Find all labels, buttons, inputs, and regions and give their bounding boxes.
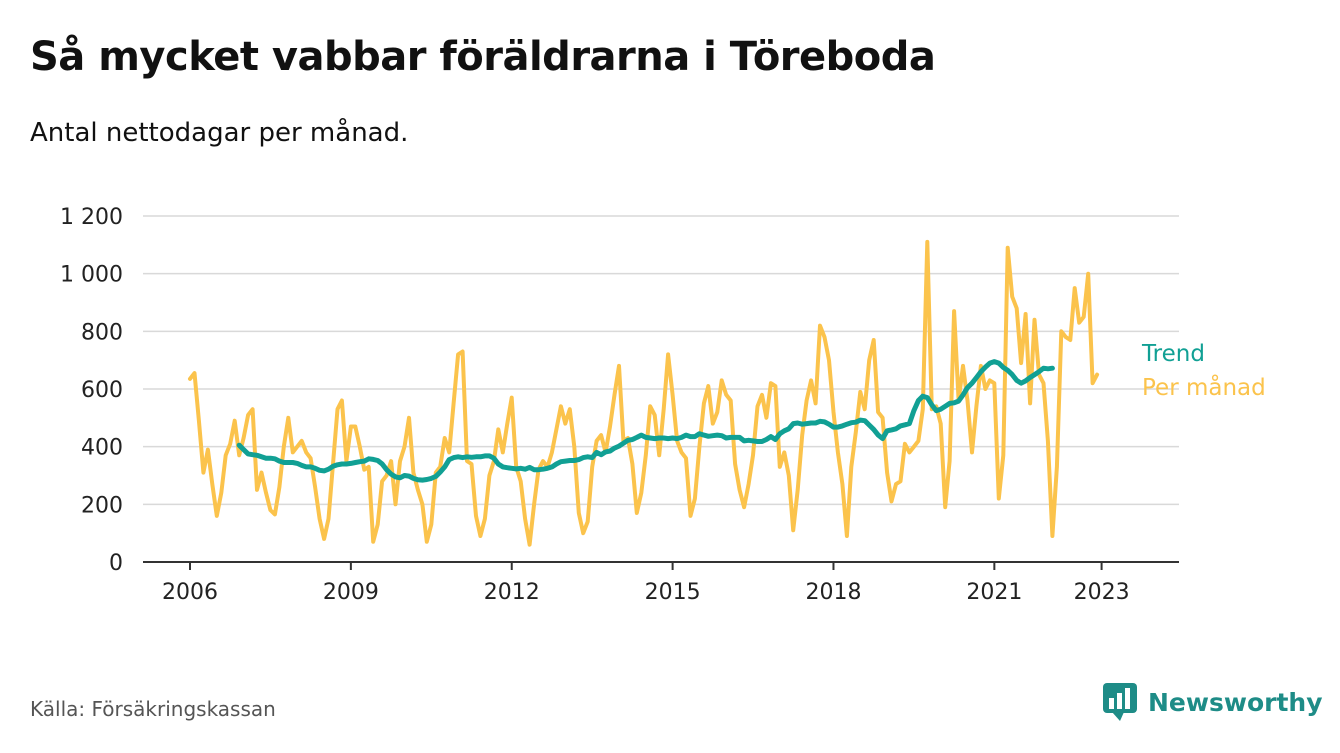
y-tick-label: 200 xyxy=(81,493,123,518)
x-tick-label: 2006 xyxy=(162,580,218,605)
legend-label-per-manad: Per månad xyxy=(1142,373,1266,401)
y-tick-label: 1 000 xyxy=(60,263,123,288)
x-tick-label: 2015 xyxy=(645,580,701,605)
x-tick-label: 2018 xyxy=(805,580,861,605)
y-tick-label: 800 xyxy=(81,320,123,345)
x-tick-label: 2023 xyxy=(1074,580,1130,605)
brand-name: Newsworthy xyxy=(1148,687,1323,717)
y-tick-label: 1 200 xyxy=(60,205,123,230)
source-note: Källa: Försäkringskassan xyxy=(30,697,276,721)
x-tick-label: 2009 xyxy=(323,580,379,605)
y-tick-label: 400 xyxy=(81,436,123,461)
y-tick-label: 0 xyxy=(109,551,123,576)
legend-label-trend: Trend xyxy=(1141,341,1205,367)
y-tick-label: 600 xyxy=(81,378,123,403)
series-line-trend xyxy=(236,359,1055,483)
chart-subtitle: Antal nettodagar per månad. xyxy=(30,118,409,148)
chart-title: Så mycket vabbar föräldrarna i Töreboda xyxy=(30,34,936,80)
x-tick-label: 2021 xyxy=(966,580,1022,605)
x-tick-label: 2012 xyxy=(484,580,540,605)
series-line-per-manad xyxy=(188,239,1100,547)
newsworthy-logo-icon xyxy=(1103,683,1137,721)
line-chart: 0 200 400 600 800 1 000 1 200 2006 2009 2012 2015 2… xyxy=(60,205,1266,605)
brand-logo: Newsworthy xyxy=(1102,682,1323,722)
